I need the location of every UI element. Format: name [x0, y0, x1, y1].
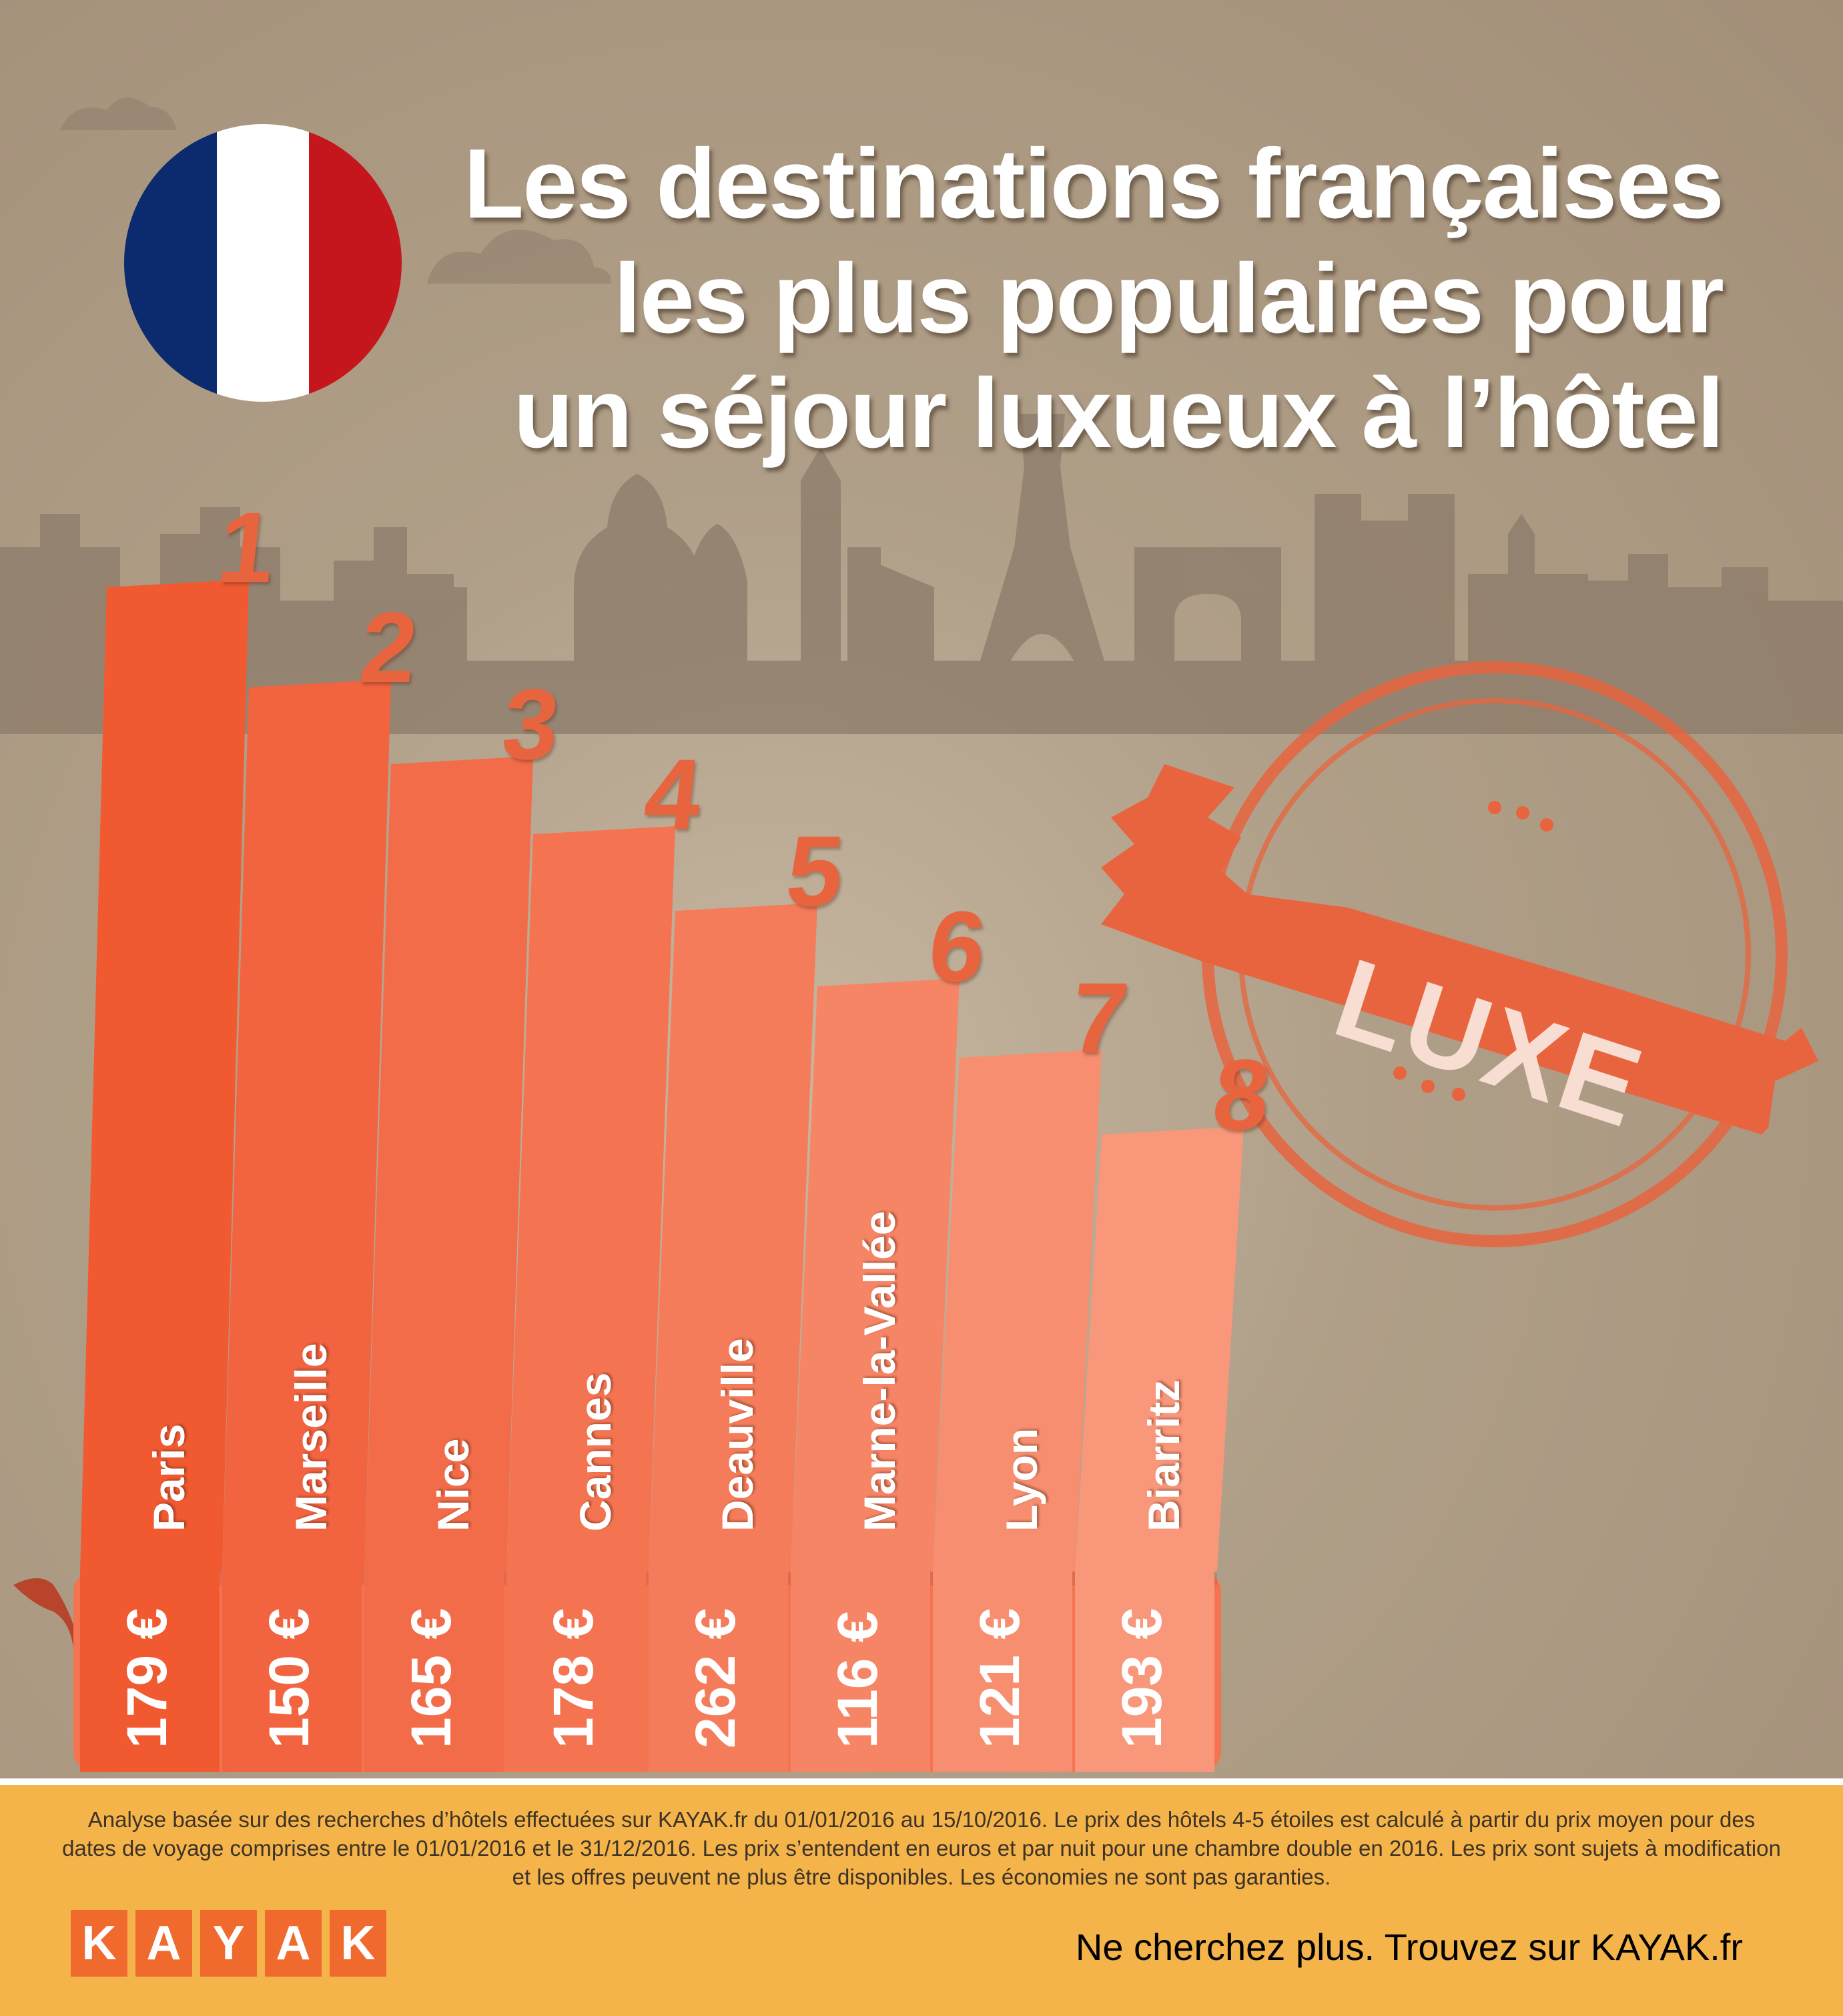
price-label: 179 € [115, 1608, 178, 1748]
rank-number: 8 [1208, 1038, 1276, 1150]
title-line-1: Les destinations françaises [463, 129, 1724, 239]
logo-letter: A [135, 1910, 192, 1977]
rank-bar [222, 679, 391, 1572]
flag-white-stripe [216, 124, 310, 402]
rank-bar [1075, 1126, 1244, 1572]
price-segment [791, 1572, 930, 1772]
logo-letter: K [330, 1910, 386, 1977]
rank-number: 2 [355, 591, 423, 703]
price-label: 262 € [684, 1608, 747, 1748]
city-label: Lyon [997, 1427, 1046, 1532]
stamp-dots [1393, 801, 1553, 1101]
footer-tagline[interactable]: Ne cherchez plus. Trouvez sur KAYAK.fr [1075, 1926, 1743, 1968]
price-label: 165 € [400, 1608, 462, 1748]
kayak-logo[interactable]: K A Y A K [71, 1910, 386, 1977]
rank-bar [506, 826, 675, 1572]
rank-bar [933, 1050, 1102, 1572]
city-label: Cannes [571, 1372, 620, 1532]
price-label: 116 € [826, 1611, 889, 1748]
rank-number: 1 [213, 491, 281, 603]
price-segment [933, 1572, 1072, 1772]
city-label: Marne-la-Vallée [855, 1211, 904, 1532]
logo-letter: Y [200, 1910, 257, 1977]
price-segment [222, 1572, 362, 1772]
rank-bar [649, 903, 817, 1572]
city-label: Marseille [286, 1343, 336, 1532]
city-label: Nice [428, 1438, 478, 1532]
ribbon-curl [13, 1578, 73, 1775]
logo-letter: A [265, 1910, 322, 1977]
price-label: 193 € [1110, 1608, 1173, 1748]
price-label: 121 € [968, 1608, 1031, 1748]
logo-letter: K [71, 1910, 127, 1977]
title-line-3: un séjour luxueux à l’hôtel [513, 358, 1724, 468]
rank-number: 5 [781, 815, 849, 927]
price-label: 150 € [258, 1608, 320, 1748]
price-segment [364, 1572, 504, 1772]
price-label: 178 € [542, 1608, 605, 1748]
city-label: Paris [144, 1423, 194, 1532]
price-segment [1075, 1572, 1214, 1772]
rank-bar [791, 978, 960, 1572]
footer-disclaimer: Analyse basée sur des recherches d’hôtel… [62, 1807, 1781, 1889]
city-label: Biarritz [1139, 1379, 1188, 1532]
price-segment [506, 1572, 646, 1772]
stamp-ribbon [1101, 764, 1818, 1134]
page-title: Les destinations françaises les plus pop… [388, 127, 1724, 471]
france-flag-icon [124, 124, 402, 402]
price-segment [80, 1572, 220, 1772]
title-line-2: les plus populaires pour [613, 244, 1724, 354]
rank-number: 6 [924, 890, 992, 1002]
rank-bar [364, 756, 533, 1572]
price-segment [649, 1572, 788, 1772]
rank-number: 3 [497, 668, 565, 780]
rank-number: 7 [1066, 962, 1134, 1074]
city-label: Deauville [713, 1338, 762, 1532]
rank-number: 4 [639, 738, 707, 850]
rank-bar [80, 579, 249, 1572]
